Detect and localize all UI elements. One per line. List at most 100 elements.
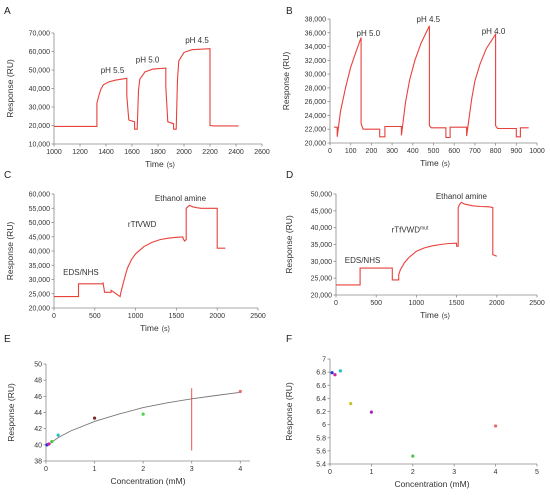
x-tick-label: 1500 [169,313,185,320]
x-tick-label: 500 [89,313,101,320]
y-tick-label: 28,000 [305,85,327,92]
x-tick-label: 2200 [202,149,218,156]
sensorgram-trace [54,204,226,298]
annotation-text: pH 4.0 [482,27,506,36]
annotation-text: rTfVWD [128,220,157,229]
x-tick-label: 700 [469,148,481,155]
x-axis-label: Time (s) [420,310,450,320]
y-tick-label: 5.6 [316,448,326,455]
y-tick-label: 50 [34,362,42,369]
y-tick-label: 22,000 [305,127,327,134]
x-axis-label-text: Time [420,310,439,320]
x-tick-label: 0 [328,148,332,155]
scatter-point [141,412,145,416]
sensorgram-trace [336,201,498,286]
y-tick-label: 36,000 [305,30,327,37]
x-tick-label: 2 [411,469,415,476]
y-tick-label: 6.4 [316,396,326,403]
scatter-point [238,389,242,394]
annotation-text: Ethanol amine [155,194,207,203]
y-tick-label: 34,000 [305,44,327,51]
y-axis-label: Response (RU) [281,52,291,111]
annotation-text: pH 5.5 [101,66,125,75]
scatter-point [338,369,342,373]
x-tick-label: 1000 [46,149,62,156]
chart-panel-c: C 0 500 1000 1500 2000 2500 20,000 25,000 30,000 3… [4,170,266,333]
scatter-point [349,402,353,406]
y-tick-label: 5.4 [316,462,326,469]
annotation-text: pH 4.5 [185,36,209,45]
y-axis-label: Response (RU) [284,215,294,274]
x-tick-label: 1000 [529,148,545,155]
x-tick-label: 0 [328,469,332,476]
fit-curve [45,391,241,447]
y-tick-label: 6.6 [316,383,326,390]
y-tick-label: 60,000 [29,49,51,56]
x-tick-label: 3 [190,466,194,473]
scatter-point [56,433,60,437]
y-axis-label: Response (RU) [284,382,294,441]
x-tick-label: 1000 [128,313,144,320]
y-tick-label: 30,000 [29,277,51,284]
y-tick-label: 46 [34,394,42,401]
x-axis-unit: (s) [442,161,450,168]
y-tick-label: 55,000 [29,206,51,213]
curve-annotation: rTfVWDmut [392,226,429,235]
curve-annotation: pH 4.0 [482,27,506,36]
panel-label: E [4,334,11,345]
scatter-point [333,373,337,377]
x-axis-label-text: Concentration (mM) [110,476,185,486]
chart-panel-d: D 0 500 1000 1500 2000 2500 20,000 25,000 30,000 3… [284,170,545,320]
y-tick-label: 50,000 [311,192,333,199]
y-tick-label: 32,000 [305,58,327,65]
annotation-text: Ethanol amine [436,192,488,201]
y-tick-label: 10,000 [29,142,51,149]
x-tick-label: 5 [535,469,539,476]
sensorgram-trace [54,48,239,130]
x-axis-label: Time (s) [420,158,450,168]
x-tick-label: 2000 [489,300,505,307]
x-axis-label-text: Time [145,159,164,169]
x-axis-unit: (s) [162,326,170,333]
y-tick-label: 20,000 [311,293,333,300]
chart-panel-a: A 1000 1200 1400 1600 1800 2000 2200 2400 2600 10,… [4,6,270,169]
y-tick-label: 20,000 [305,141,327,148]
x-tick-label: 2500 [250,313,266,320]
x-tick-label: 1 [369,469,373,476]
y-tick-label: 42 [34,426,42,433]
y-tick-label: 30,000 [305,72,327,79]
x-axis-label-text: Concentration (mM) [394,479,469,489]
x-tick-label: 4 [494,469,498,476]
y-tick-label: 50,000 [29,220,51,227]
y-tick-label: 48 [34,378,42,385]
x-tick-label: 200 [366,148,378,155]
panel-label: F [286,334,292,345]
scatter-point [369,410,373,414]
y-tick-label: 45,000 [311,208,333,215]
x-tick-label: 2000 [176,149,192,156]
x-tick-label: 4 [238,466,242,473]
x-tick-label: 1 [93,466,97,473]
y-tick-label: 38 [34,459,42,466]
y-tick-label: 45,000 [29,234,51,241]
y-axis-label: Response (RU) [5,59,15,118]
curve-annotation: Ethanol amine [155,194,207,203]
y-tick-label: 44 [34,410,42,417]
x-tick-label: 800 [490,148,502,155]
y-tick-label: 60,000 [29,192,51,199]
curve-annotation: rTfVWD [128,220,157,229]
scatter-point [92,416,97,420]
annotation-superscript: mut [420,226,429,232]
y-tick-label: 30,000 [29,105,51,112]
curve-annotation: pH 4.5 [417,15,441,24]
x-axis-label: Concentration (mM) [394,479,469,489]
x-tick-label: 400 [407,148,419,155]
x-axis-label-text: Time [420,158,439,168]
x-tick-label: 100 [345,148,357,155]
y-tick-label: 40 [34,442,42,449]
panel-label: A [4,6,11,17]
annotation-text: pH 5.0 [136,56,160,65]
x-tick-label: 900 [510,148,522,155]
x-tick-label: 0 [52,313,56,320]
y-tick-label: 40,000 [29,249,51,256]
